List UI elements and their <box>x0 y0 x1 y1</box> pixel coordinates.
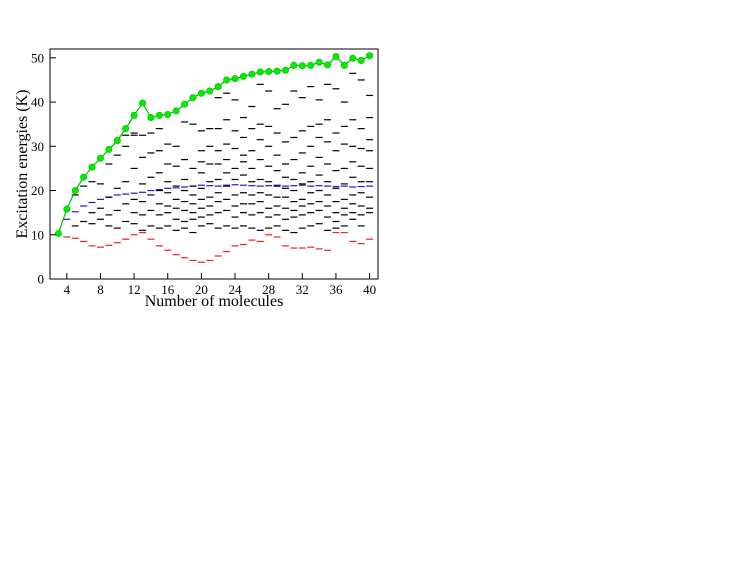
green-series-point <box>231 75 239 83</box>
green-series-point <box>88 163 96 171</box>
green-series-point <box>206 87 214 95</box>
green-series-point <box>164 110 172 118</box>
green-series-line <box>57 55 370 234</box>
green-series-point <box>273 67 281 75</box>
x-tick-label: 32 <box>296 282 309 297</box>
green-series-point <box>172 107 180 115</box>
green-series-point <box>105 145 113 153</box>
green-series-point <box>96 154 104 162</box>
green-series-point <box>181 100 189 108</box>
green-series-point <box>80 173 88 181</box>
green-series-point <box>130 111 138 119</box>
green-series-point <box>189 94 197 102</box>
green-series-point <box>265 68 273 76</box>
x-tick-label: 8 <box>97 282 104 297</box>
green-series-point <box>197 89 205 97</box>
green-series-point <box>54 229 62 237</box>
x-tick-label: 24 <box>229 282 243 297</box>
x-axis-label: Number of molecules <box>145 293 284 310</box>
green-series-layer <box>54 52 374 237</box>
y-tick-label: 50 <box>31 50 44 65</box>
green-series-point <box>307 61 315 69</box>
green-series-point <box>223 76 231 84</box>
green-series-point <box>155 111 163 119</box>
green-series-point <box>113 137 121 145</box>
plot-frame <box>49 48 379 280</box>
x-tick-label: 4 <box>64 282 71 297</box>
green-series-point <box>239 72 247 80</box>
energy-levels-layer <box>63 72 374 263</box>
green-series-point <box>366 52 374 60</box>
green-series-point <box>248 70 256 78</box>
green-series-point <box>122 125 130 133</box>
y-tick-label: 10 <box>31 227 44 242</box>
green-series-point <box>214 83 222 91</box>
green-series-point <box>281 66 289 74</box>
axis-ticks <box>50 57 371 280</box>
green-series-point <box>340 61 348 69</box>
x-tick-label: 20 <box>195 282 208 297</box>
green-series-point <box>357 56 365 64</box>
green-series-point <box>71 187 79 195</box>
x-tick-label: 36 <box>329 282 343 297</box>
green-series-point <box>63 205 71 213</box>
green-series-point <box>147 114 155 122</box>
green-series-point <box>332 53 340 61</box>
green-series-point <box>349 54 357 62</box>
y-tick-label: 40 <box>31 95 44 110</box>
green-series-point <box>298 62 306 70</box>
x-tick-label: 12 <box>128 282 141 297</box>
y-tick-label: 20 <box>31 183 44 198</box>
green-series-point <box>290 61 298 69</box>
green-series-point <box>324 61 332 69</box>
y-axis-label: Excitation energies (K) <box>14 90 31 239</box>
x-tick-label: 16 <box>161 282 175 297</box>
y-tick-label: 30 <box>31 139 44 154</box>
green-series-point <box>139 99 147 107</box>
axis-tick-labels: 4 8 12 16 20 24 28 32 36 40 0 10 20 30 40 50 <box>31 50 376 297</box>
green-series-point <box>256 68 264 76</box>
y-tick-label: 0 <box>38 272 45 287</box>
green-series-point <box>315 58 323 66</box>
x-tick-label: 28 <box>262 282 275 297</box>
x-tick-label: 40 <box>363 282 376 297</box>
